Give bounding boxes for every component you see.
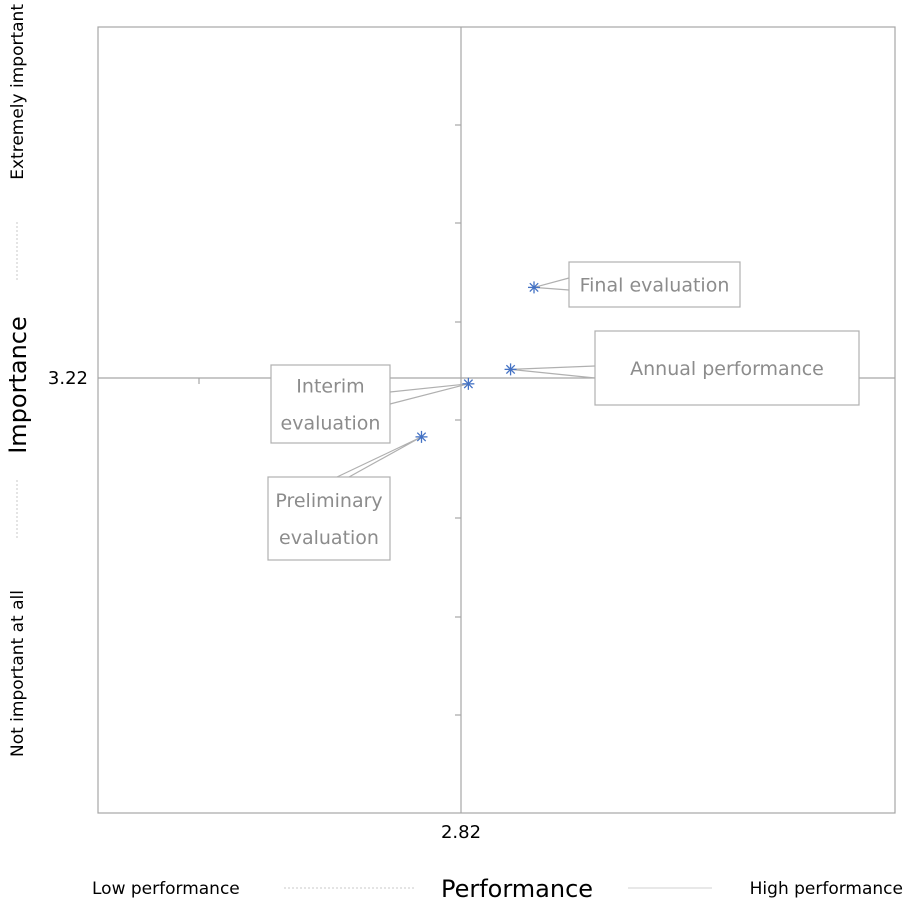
x-axis-low-label: Low performance xyxy=(92,879,240,899)
x-axis-high-label: High performance xyxy=(750,879,903,899)
y-axis-title: Importance xyxy=(4,316,32,454)
callout-leader-annual-performance xyxy=(510,365,596,379)
callout-leader-interim-evaluation xyxy=(389,383,469,405)
y-axis-low-label: Not important at all xyxy=(8,590,28,757)
data-point-preliminary-evaluation xyxy=(415,430,428,443)
plot-area-frame xyxy=(97,26,896,814)
point-label-annual-performance: Annual performance xyxy=(630,358,824,380)
callout-box-annual-performance xyxy=(594,330,860,406)
data-point-annual-performance xyxy=(504,363,517,376)
point-label-interim-evaluation: evaluation xyxy=(281,413,381,435)
y-minor-ticks xyxy=(455,124,461,716)
callout-leader-final-evaluation xyxy=(533,277,570,291)
point-label-preliminary-evaluation: Preliminary xyxy=(275,490,382,512)
x-axis-title: Performance xyxy=(441,875,593,903)
data-point-final-evaluation xyxy=(528,281,541,294)
point-label-preliminary-evaluation: evaluation xyxy=(279,527,379,549)
callout-box-preliminary-evaluation xyxy=(267,476,391,561)
data-points-layer: Final evaluation Annual performance Interi… xyxy=(267,261,860,561)
x-mean-tick-label: 2.82 xyxy=(441,822,481,843)
y-axis-high-label: Extremely important xyxy=(8,4,28,180)
point-label-interim-evaluation: Interim xyxy=(296,376,364,398)
y-mean-tick-label: 3.22 xyxy=(48,368,88,389)
callout-box-interim-evaluation xyxy=(270,364,391,444)
data-point-interim-evaluation xyxy=(462,377,475,390)
callout-box-final-evaluation xyxy=(568,261,741,308)
point-label-final-evaluation: Final evaluation xyxy=(580,275,730,297)
